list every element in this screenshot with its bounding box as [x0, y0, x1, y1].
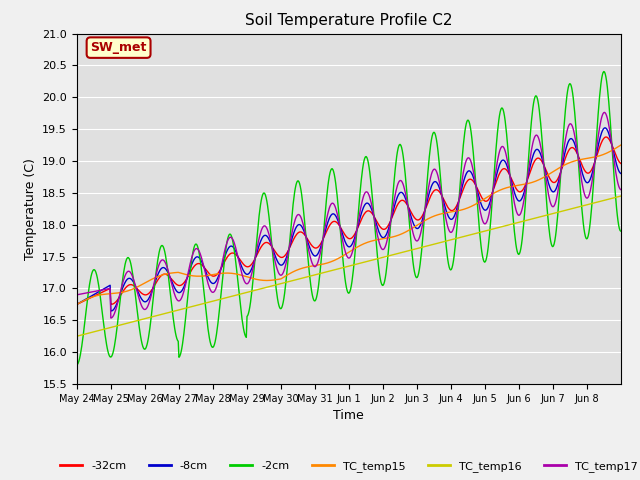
- Title: Soil Temperature Profile C2: Soil Temperature Profile C2: [245, 13, 452, 28]
- Text: SW_met: SW_met: [90, 41, 147, 54]
- X-axis label: Time: Time: [333, 409, 364, 422]
- Legend: -32cm, -8cm, -2cm, TC_temp15, TC_temp16, TC_temp17: -32cm, -8cm, -2cm, TC_temp15, TC_temp16,…: [56, 457, 640, 477]
- Y-axis label: Temperature (C): Temperature (C): [24, 158, 36, 260]
